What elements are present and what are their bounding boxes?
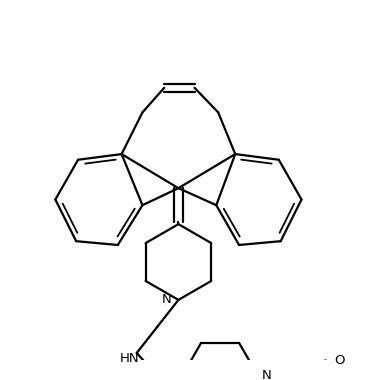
Text: O: O — [334, 354, 344, 367]
Text: HN: HN — [119, 352, 139, 365]
Text: N: N — [262, 369, 272, 380]
Text: N: N — [162, 293, 172, 306]
